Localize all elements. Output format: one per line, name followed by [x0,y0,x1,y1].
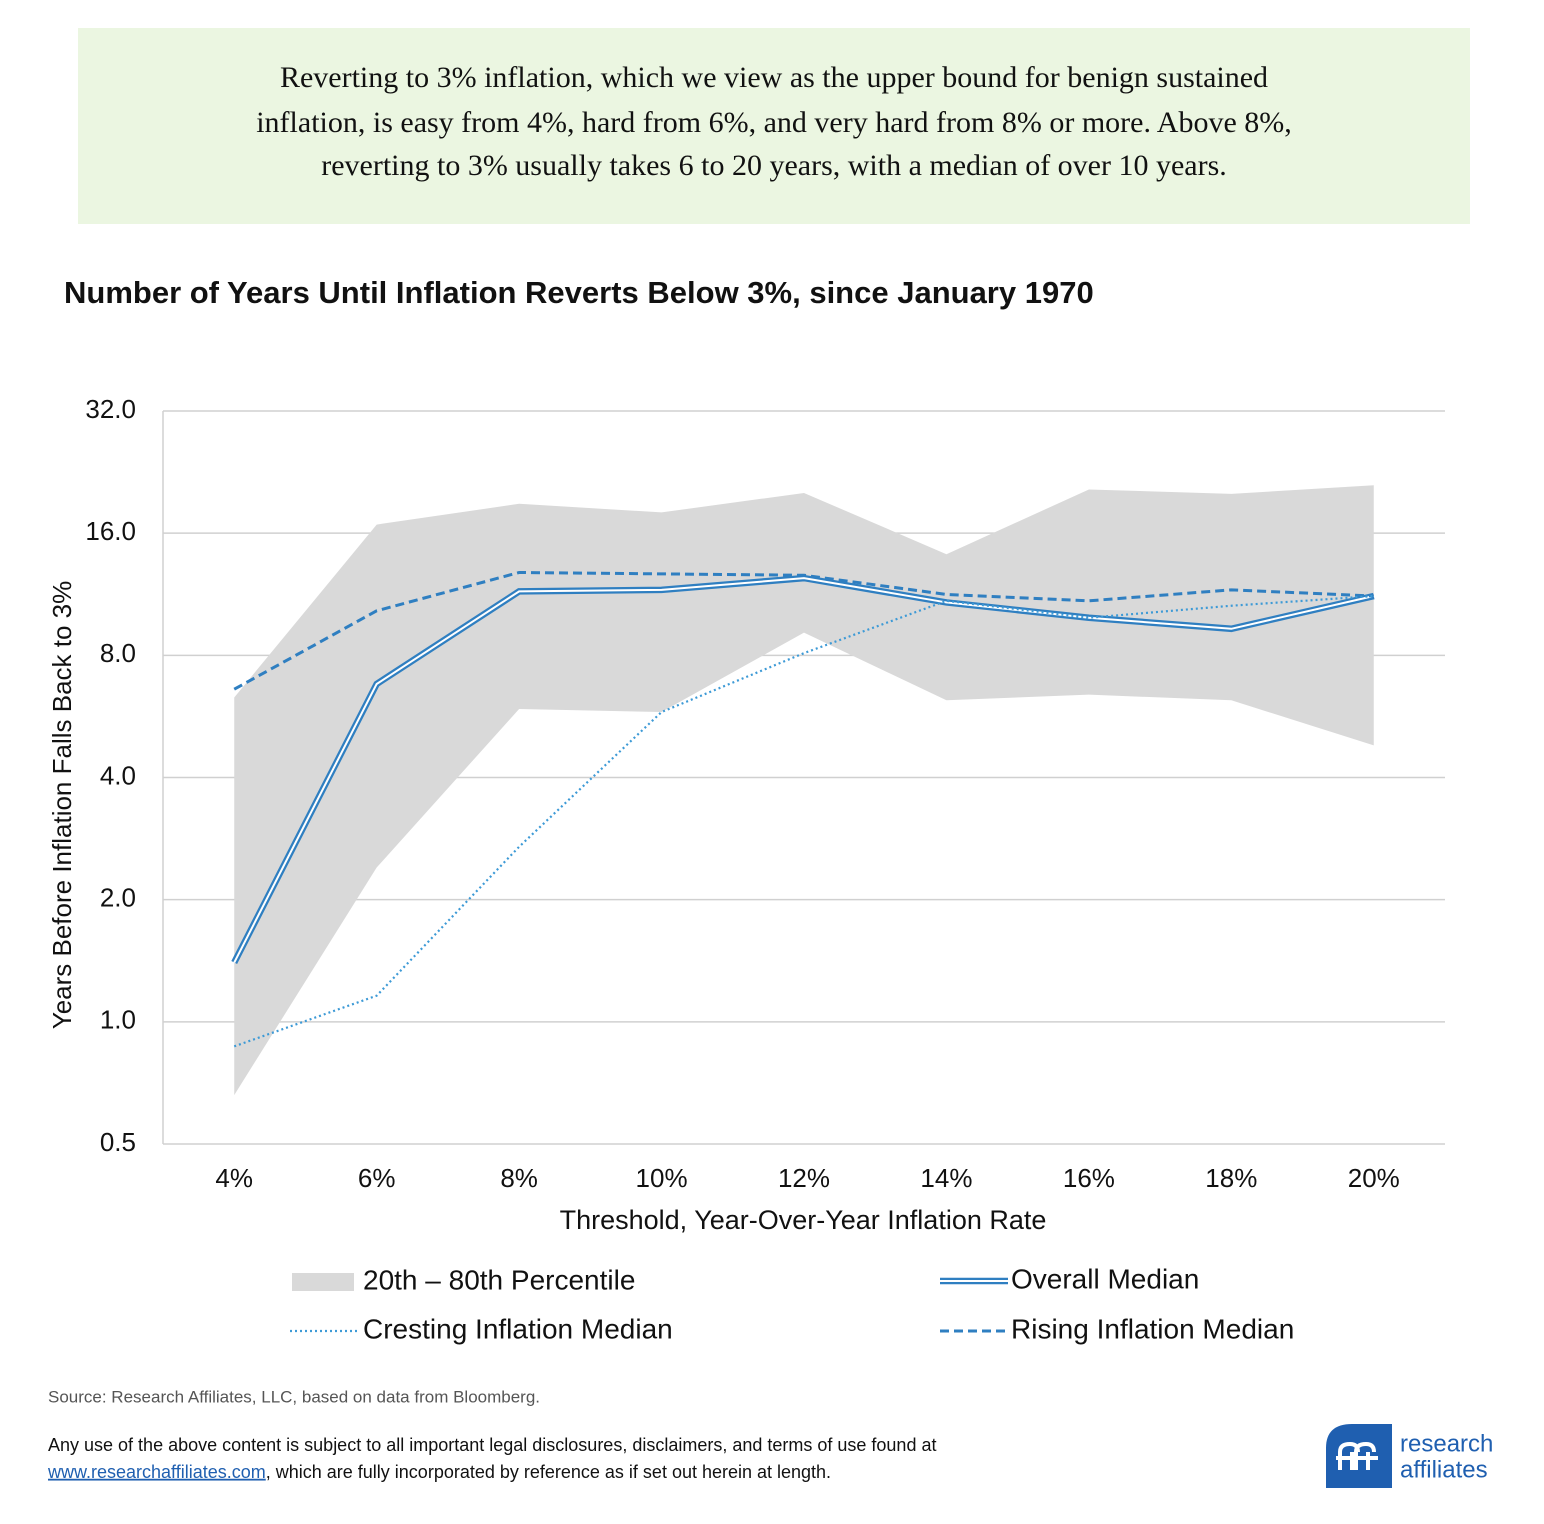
y-tick-label: 4.0 [100,760,136,790]
header-line: reverting to 3% usually takes 6 to 20 ye… [321,149,1227,182]
x-tick-label: 4% [215,1163,253,1193]
chart-title: Number of Years Until Inflation Reverts … [64,275,1094,310]
link[interactable]: www.researchaffiliates.com [47,1462,266,1482]
y-tick-label: 0.5 [100,1127,136,1157]
logo-glyph [1336,1441,1378,1470]
x-tick-label: 8% [500,1163,538,1193]
logo-text: affiliates [1400,1456,1488,1483]
y-tick-label: 1.0 [100,1005,136,1035]
header-line: Reverting to 3% inflation, which we view… [280,61,1268,94]
source: Source: Research Affiliates, LLC, based … [48,1387,540,1406]
legend-label: Overall Median [1011,1263,1199,1294]
x-tick-label: 12% [778,1163,830,1193]
legend-label: Rising Inflation Median [1011,1313,1294,1344]
x-tick-label: 14% [920,1163,972,1193]
series-line [233,570,1374,691]
y-tick-label: 16.0 [85,516,136,546]
y-tick-label: 8.0 [100,638,136,668]
legend-label: Cresting Inflation Median [363,1313,673,1344]
y-tick-label: 32.0 [85,394,136,424]
header-line: inflation, is easy from 4%, hard from 6%… [256,106,1292,139]
disclaimer: Any use of the above content is subject … [48,1435,936,1455]
legend-label: 20th – 80th Percentile [363,1264,635,1295]
x-axis-label: Threshold, Year-Over-Year Inflation Rate [560,1205,1047,1235]
x-tick-label: 6% [358,1163,396,1193]
x-tick-label: 20% [1348,1163,1400,1193]
band-area [234,485,1374,1096]
x-tick-label: 10% [636,1163,688,1193]
logo-text: research [1400,1430,1493,1457]
legend-swatch [292,1273,354,1291]
disclaimer: , which are fully incorporated by refere… [266,1462,831,1482]
y-axis-label: Years Before Inflation Falls Back to 3% [47,581,77,1030]
header-box [78,28,1470,224]
x-tick-label: 18% [1205,1163,1257,1193]
x-tick-label: 16% [1063,1163,1115,1193]
y-tick-label: 2.0 [100,883,136,913]
logo: research affiliates [1326,1424,1493,1488]
series-line-inner [233,577,1375,963]
